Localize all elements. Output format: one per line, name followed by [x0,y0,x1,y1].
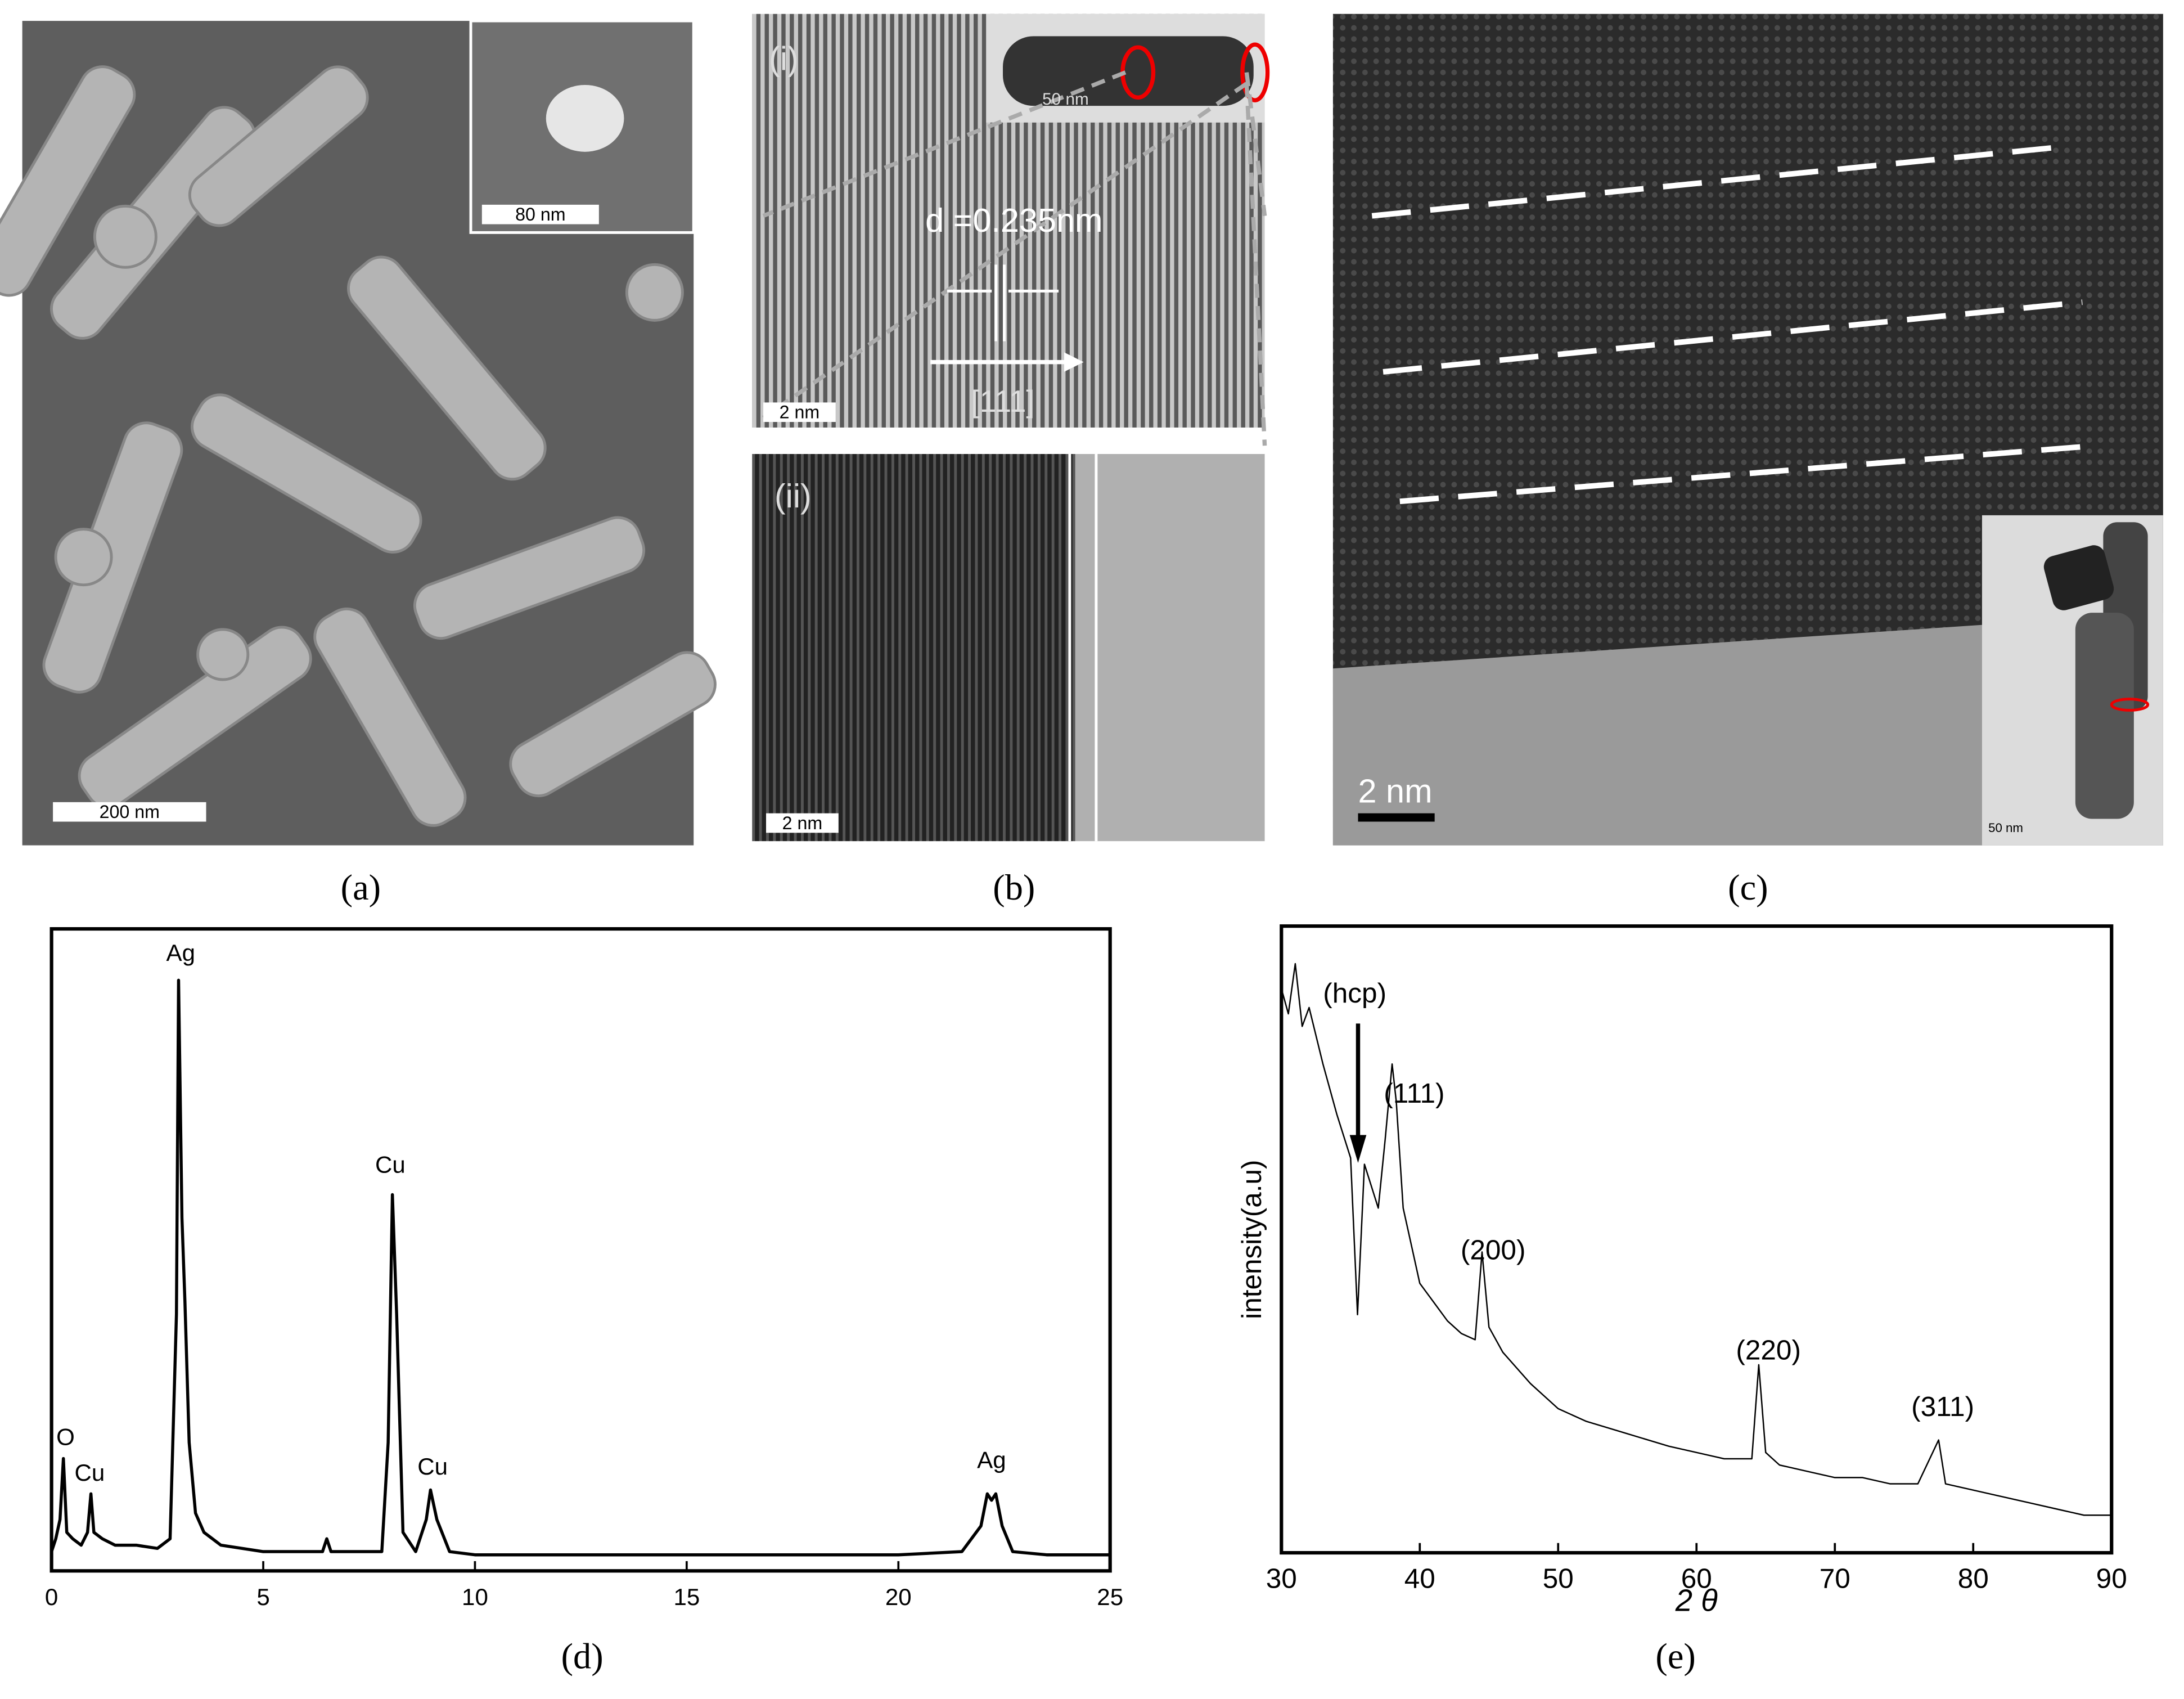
scale-bar: 2 nm [782,813,823,833]
x-tick-label: 25 [1097,1584,1123,1610]
x-tick-label: 0 [45,1584,58,1610]
x-tick-label: 40 [1404,1563,1435,1594]
panel-label: (ii) [774,477,812,515]
plot-frame [1280,924,2114,1555]
panel-caption: (b) [993,868,1035,907]
peak-label: (311) [1911,1391,1974,1422]
peak-label: (220) [1736,1335,1801,1366]
y-axis-label: intensity(a.u) [1236,1159,1267,1319]
scale-bar: 2 nm [1358,772,1432,810]
peak-label: Cu [74,1459,105,1486]
plot-frame [49,927,1112,1573]
panel-caption: (e) [1655,1636,1695,1676]
x-tick-label: 70 [1820,1563,1850,1594]
peak-label: Cu [417,1453,448,1480]
x-tick-label: 90 [2096,1563,2127,1594]
peak-label: O [56,1423,75,1450]
x-tick-label: 5 [256,1584,269,1610]
inset-scale-bar: 50 nm [1988,821,2023,835]
peak-label: (hcp) [1323,978,1386,1009]
arrow-head [1349,1135,1367,1163]
direction-label: [111] [971,384,1034,419]
x-axis-label: 2 θ [1675,1584,1718,1618]
inset-scale-bar: 80 nm [515,204,565,224]
panel-caption: (d) [561,1636,604,1676]
peak-label: (111) [1384,1078,1444,1109]
x-tick-label: 15 [673,1584,700,1610]
peak-label: Ag [166,940,195,966]
x-tick-label: 60 [1681,1563,1712,1594]
spacing-label: d =0.235nm [925,201,1102,239]
inset-scale-bar: 50 nm [1042,90,1089,109]
peak-label: Cu [375,1151,406,1177]
panel-caption: (c) [1728,868,1768,907]
hrtem-image: 2 nm 50 nm [1332,14,2163,846]
scale-bar: 200 nm [100,802,160,822]
scale-bar: 2 nm [780,402,820,422]
panel-label: (i) [769,40,799,78]
peak-label: (200) [1461,1234,1526,1265]
x-tick-label: 10 [462,1584,488,1610]
x-tick-label: 50 [1543,1563,1574,1594]
hrtem-image: (i) 50 nm d =0.235nm [111] 2 nm (ii) 2 n… [752,14,1270,842]
data-line [50,978,1110,1557]
x-tick-label: 20 [885,1584,912,1610]
sem-image: 80 nm 200 nm [0,19,717,846]
x-tick-label: 80 [1958,1563,1989,1594]
peak-label: Ag [977,1446,1006,1473]
data-line [1281,963,2112,1516]
x-tick-label: 30 [1266,1563,1297,1594]
panel-caption: (a) [341,868,381,907]
